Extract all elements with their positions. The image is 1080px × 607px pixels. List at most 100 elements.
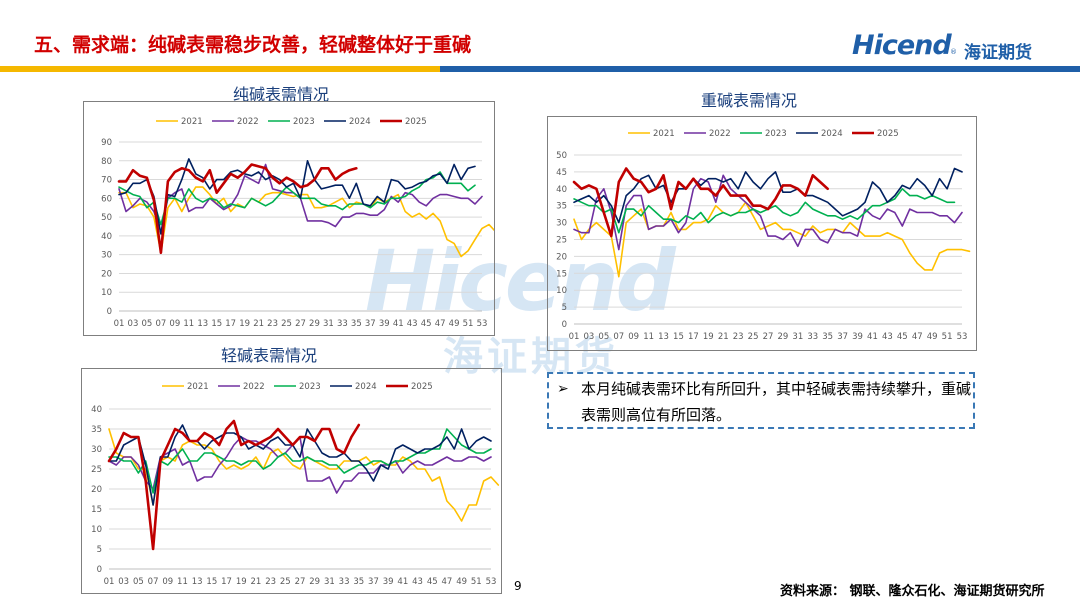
- series-line-2025: [572, 167, 830, 238]
- x-tick-label: 15: [673, 332, 684, 342]
- y-tick-label: 30: [556, 219, 567, 229]
- y-tick-label: 0: [562, 320, 567, 330]
- x-tick-label: 19: [236, 577, 247, 587]
- x-tick-label: 07: [613, 332, 624, 342]
- x-tick-label: 51: [471, 577, 482, 587]
- x-tick-label: 31: [792, 332, 803, 342]
- x-tick-label: 53: [486, 577, 497, 587]
- legend-label-2023: 2023: [299, 382, 321, 392]
- x-tick-label: 09: [162, 577, 173, 587]
- summary-note: ➢ 本月纯碱表需环比有所回升，其中轻碱表需持续攀升，重碱表需则高位有所回落。: [547, 372, 975, 429]
- legend-label-2022: 2022: [237, 117, 259, 127]
- x-tick-label: 43: [412, 577, 423, 587]
- x-tick-label: 01: [104, 577, 115, 587]
- series-line-2021: [118, 186, 494, 258]
- x-tick-label: 53: [477, 319, 488, 329]
- y-tick-label: 50: [101, 213, 112, 223]
- x-tick-label: 45: [897, 332, 908, 342]
- data-source: 资料来源： 钢联、隆众石化、海证期货研究所: [780, 584, 1045, 599]
- y-tick-label: 30: [91, 445, 102, 455]
- x-tick-label: 41: [393, 319, 404, 329]
- y-tick-label: 90: [101, 138, 112, 148]
- legend-label-2021: 2021: [181, 117, 203, 127]
- legend-label-2021: 2021: [653, 129, 675, 139]
- y-tick-label: 10: [91, 525, 102, 535]
- x-tick-label: 23: [265, 577, 276, 587]
- x-tick-label: 33: [807, 332, 818, 342]
- x-tick-label: 11: [183, 319, 194, 329]
- y-tick-label: 40: [91, 405, 102, 415]
- logo-text-en: Hicend: [852, 30, 952, 61]
- series-line-2025: [107, 419, 361, 551]
- logo-registered-mark: ®: [950, 48, 957, 56]
- x-tick-label: 43: [882, 332, 893, 342]
- x-tick-label: 33: [339, 577, 350, 587]
- x-tick-label: 27: [763, 332, 774, 342]
- legend-label-2025: 2025: [405, 117, 427, 127]
- x-tick-label: 09: [169, 319, 180, 329]
- y-tick-label: 20: [101, 269, 112, 279]
- series-line-2023: [108, 428, 492, 494]
- x-tick-label: 25: [281, 319, 292, 329]
- x-tick-label: 17: [221, 577, 232, 587]
- y-tick-label: 80: [101, 157, 112, 167]
- x-tick-label: 05: [142, 319, 153, 329]
- x-tick-label: 33: [337, 319, 348, 329]
- header-stripe-yellow: [0, 66, 440, 72]
- x-tick-label: 13: [658, 332, 669, 342]
- x-tick-label: 37: [837, 332, 848, 342]
- series-line-2022: [573, 174, 963, 251]
- x-tick-label: 17: [225, 319, 236, 329]
- x-tick-label: 41: [397, 577, 408, 587]
- x-tick-label: 19: [239, 319, 250, 329]
- x-tick-label: 39: [852, 332, 863, 342]
- series-line-2025: [117, 163, 358, 255]
- page-number: 9: [514, 579, 522, 593]
- y-tick-label: 30: [101, 251, 112, 261]
- x-tick-label: 21: [253, 319, 264, 329]
- chart-title-soda-ash: 纯碱表需情况: [233, 85, 330, 104]
- y-tick-label: 25: [556, 236, 567, 246]
- y-tick-label: 10: [101, 288, 112, 298]
- x-tick-label: 51: [942, 332, 953, 342]
- x-tick-label: 47: [912, 332, 923, 342]
- x-tick-label: 25: [280, 577, 291, 587]
- series-line-2023: [118, 171, 476, 226]
- chart-title-light-soda: 轻碱表需情况: [221, 346, 318, 365]
- x-tick-label: 11: [177, 577, 188, 587]
- legend-label-2022: 2022: [243, 382, 265, 392]
- x-tick-label: 13: [192, 577, 203, 587]
- x-tick-label: 39: [383, 577, 394, 587]
- x-tick-label: 03: [584, 332, 595, 342]
- header-stripe-blue: [440, 66, 1080, 72]
- summary-note-text: 本月纯碱表需环比有所回升，其中轻碱表需持续攀升，重碱表需则高位有所回落。: [581, 380, 972, 424]
- logo-text-cn: 海证期货: [964, 43, 1032, 63]
- x-tick-label: 03: [118, 577, 129, 587]
- x-tick-label: 41: [867, 332, 878, 342]
- legend-label-2024: 2024: [355, 382, 377, 392]
- x-tick-label: 43: [407, 319, 418, 329]
- legend-label-2024: 2024: [821, 129, 843, 139]
- x-tick-label: 23: [267, 319, 278, 329]
- x-tick-label: 39: [379, 319, 390, 329]
- x-tick-label: 25: [748, 332, 759, 342]
- series-line-2021: [573, 201, 971, 278]
- y-tick-label: 40: [556, 185, 567, 195]
- y-tick-label: 10: [556, 286, 567, 296]
- x-tick-label: 05: [598, 332, 609, 342]
- x-tick-label: 51: [463, 319, 474, 329]
- series-line-2024: [108, 424, 492, 506]
- y-tick-label: 35: [556, 202, 567, 212]
- x-tick-label: 31: [324, 577, 335, 587]
- y-tick-label: 20: [91, 485, 102, 495]
- x-tick-label: 01: [569, 332, 580, 342]
- x-tick-label: 29: [309, 319, 320, 329]
- x-tick-label: 49: [449, 319, 460, 329]
- x-tick-label: 15: [206, 577, 217, 587]
- series-line-2024: [118, 158, 476, 235]
- y-tick-label: 5: [562, 303, 567, 313]
- x-tick-label: 37: [368, 577, 379, 587]
